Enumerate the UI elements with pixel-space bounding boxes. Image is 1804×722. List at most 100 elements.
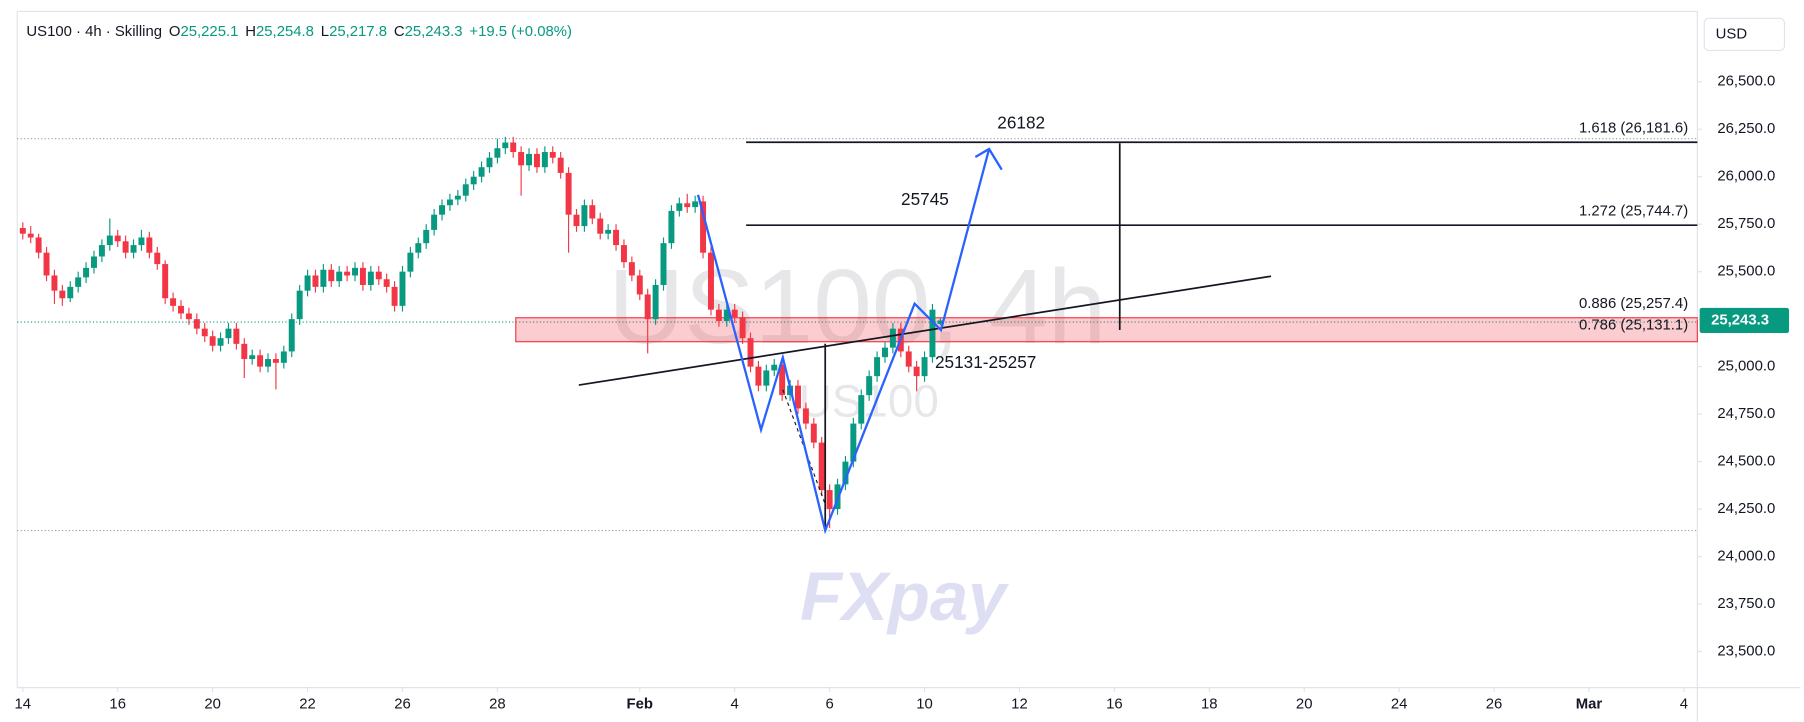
label: O bbox=[169, 24, 181, 40]
candle-body bbox=[423, 229, 430, 244]
candle-body bbox=[779, 364, 786, 396]
candle-body bbox=[170, 298, 177, 306]
candle-body bbox=[565, 172, 572, 215]
candle-body bbox=[399, 271, 406, 306]
y-tick-label: 23,750.0 bbox=[1717, 596, 1775, 612]
y-tick-label: 24,750.0 bbox=[1717, 406, 1775, 422]
header: US100 · 4h · Skilling O25,225.1 H25,254.8 L… bbox=[26, 24, 572, 40]
zone-layer: 1.618 (26,181.6) 1.272 (25,744.7) 0.886 (2… bbox=[515, 120, 1698, 343]
candle-body bbox=[43, 252, 50, 276]
x-tick-label: 16 bbox=[1106, 697, 1123, 713]
candle-body bbox=[755, 366, 762, 386]
candle-body bbox=[613, 229, 620, 246]
fib-label: 0.786 (25,131.1) bbox=[1579, 318, 1688, 334]
value: 25,243.3 bbox=[405, 24, 463, 40]
label: C bbox=[394, 24, 405, 40]
candle-body bbox=[257, 355, 264, 367]
candle-body bbox=[533, 153, 540, 168]
candle-body bbox=[415, 243, 422, 253]
candle-body bbox=[526, 153, 533, 166]
x-tick-label: 14 bbox=[15, 697, 32, 713]
candle-body bbox=[19, 227, 26, 234]
candle-body bbox=[336, 271, 343, 282]
candle-body bbox=[391, 286, 398, 306]
y-tick-label: 26,500.0 bbox=[1717, 74, 1775, 90]
candle-body bbox=[431, 214, 438, 230]
candle-body bbox=[502, 142, 509, 149]
candle-body bbox=[644, 294, 651, 320]
y-tick-label: 23,500.0 bbox=[1717, 643, 1775, 659]
candle-body bbox=[937, 320, 944, 324]
candle-body bbox=[715, 309, 722, 322]
candle-body bbox=[130, 245, 137, 253]
candle-body bbox=[763, 370, 770, 386]
fib-label: 1.618 (26,181.6) bbox=[1579, 120, 1688, 136]
x-tick-label: 6 bbox=[825, 697, 833, 713]
value: 25,254.8 bbox=[256, 24, 314, 40]
candle-body bbox=[304, 275, 311, 291]
candle-body bbox=[795, 385, 801, 409]
candle-body bbox=[407, 252, 414, 272]
candle-body bbox=[114, 235, 121, 242]
candle-body bbox=[605, 229, 612, 234]
candle-body bbox=[636, 275, 643, 295]
candle-body bbox=[518, 152, 525, 166]
candle-body bbox=[83, 267, 90, 278]
candle-body bbox=[929, 309, 936, 358]
drawings bbox=[578, 143, 1272, 535]
x-tick-label: 26 bbox=[394, 697, 411, 713]
x-tick-label: 26 bbox=[1486, 697, 1503, 713]
symbol: US100 · 4h · Skilling bbox=[26, 24, 162, 40]
candle-body bbox=[67, 286, 74, 299]
candle-body bbox=[921, 357, 928, 377]
label: L bbox=[321, 24, 329, 40]
currency[interactable]: USD bbox=[1716, 26, 1748, 42]
x-tick-label: 12 bbox=[1011, 697, 1028, 713]
candle-body bbox=[27, 233, 34, 238]
candle-body bbox=[375, 271, 382, 280]
candle-body bbox=[692, 201, 699, 208]
candle-body bbox=[889, 328, 896, 348]
price-tag bbox=[1699, 307, 1790, 334]
candle-body bbox=[241, 343, 248, 360]
candle-body bbox=[668, 210, 675, 244]
candle-body bbox=[265, 359, 271, 367]
logo: FXpay bbox=[800, 558, 1010, 635]
annotation: 25745 bbox=[901, 189, 949, 209]
annotation: 26182 bbox=[997, 112, 1045, 132]
candle-body bbox=[35, 237, 42, 253]
annotation: 25131-25257 bbox=[935, 352, 1036, 372]
y-tick-label: 24,250.0 bbox=[1717, 501, 1775, 517]
axes: 23,500.0 23,750.0 24,000.0 24,250.0 24,500.0… bbox=[15, 74, 1790, 713]
y-tick-label: 26,250.0 bbox=[1717, 121, 1775, 137]
candle-body bbox=[660, 243, 667, 285]
candle-body bbox=[98, 245, 105, 257]
candle-body bbox=[75, 277, 82, 287]
background bbox=[3, 0, 1801, 722]
currency-button[interactable] bbox=[1703, 17, 1786, 51]
candle-layer bbox=[19, 136, 944, 529]
label: H bbox=[245, 24, 256, 40]
x-tick-label: 18 bbox=[1201, 697, 1218, 713]
candle-body bbox=[802, 408, 809, 424]
candle-body bbox=[771, 364, 778, 371]
candle-body bbox=[122, 241, 129, 253]
candle-body bbox=[185, 313, 192, 320]
y-tick-label: 26,000.0 bbox=[1717, 169, 1775, 185]
candle-body bbox=[676, 203, 683, 211]
candle-body bbox=[178, 305, 184, 314]
x-tick-label: 20 bbox=[204, 697, 221, 713]
pattern-path bbox=[696, 148, 991, 535]
y-tick-label: 24,000.0 bbox=[1717, 549, 1775, 565]
fib-label: 1.272 (25,744.7) bbox=[1579, 203, 1688, 219]
candle-body bbox=[707, 252, 714, 310]
candle-body bbox=[249, 355, 256, 360]
x-tick-label: 22 bbox=[299, 697, 316, 713]
candle-body bbox=[162, 264, 169, 299]
candle-body bbox=[138, 237, 145, 246]
candle-body bbox=[233, 328, 240, 344]
candle-body bbox=[91, 256, 97, 268]
fib-zone bbox=[515, 317, 1698, 343]
candle-body bbox=[850, 423, 857, 462]
